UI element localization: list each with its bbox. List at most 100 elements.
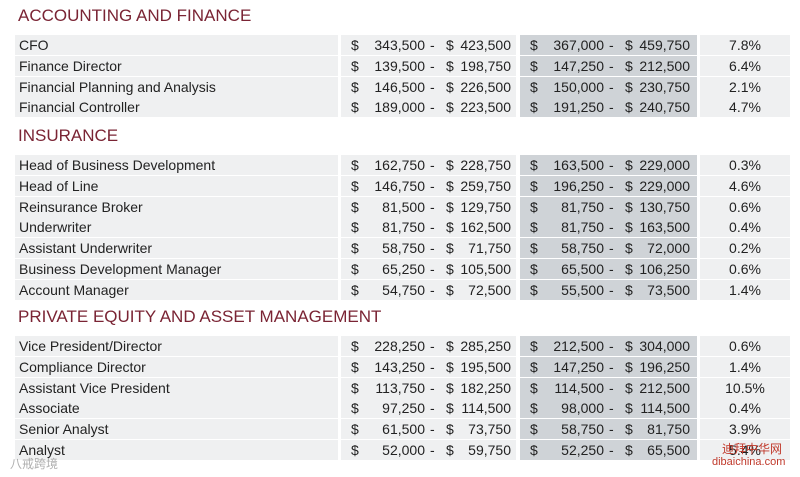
change-cell <box>700 155 790 175</box>
currency: $ <box>351 400 359 417</box>
currency: $ <box>530 198 538 215</box>
separator: - <box>430 157 435 173</box>
range-low: 147,250 <box>553 358 604 375</box>
currency: $ <box>446 421 454 438</box>
currency: $ <box>625 358 633 375</box>
separator: - <box>430 99 435 116</box>
currency: $ <box>446 442 454 458</box>
currency: $ <box>446 281 454 298</box>
watermark: dibaichina.com <box>712 456 786 468</box>
separator: - <box>609 421 614 438</box>
change: 0.6% <box>729 338 761 354</box>
role: Analyst <box>19 442 65 458</box>
range-high: 129,750 <box>460 198 511 215</box>
change-cell <box>700 419 790 440</box>
separator: - <box>430 379 435 396</box>
separator: - <box>430 261 435 277</box>
separator: - <box>430 219 435 236</box>
range-cell <box>520 155 697 175</box>
currency: $ <box>351 177 359 194</box>
range-low: 163,500 <box>553 157 604 173</box>
range-low: 98,000 <box>561 400 604 417</box>
currency: $ <box>530 421 538 438</box>
change-cell <box>700 356 790 377</box>
change: 4.7% <box>729 99 761 116</box>
range-high: 212,500 <box>639 379 690 396</box>
range-high: 229,000 <box>639 177 690 194</box>
range-low: 146,750 <box>374 177 425 194</box>
separator: - <box>430 37 435 53</box>
change-cell <box>700 336 790 356</box>
range-cell <box>341 440 516 460</box>
role: Business Development Manager <box>19 261 222 277</box>
change: 0.6% <box>729 198 761 215</box>
range-cell <box>341 356 516 377</box>
range-cell <box>520 238 697 259</box>
currency: $ <box>446 261 454 277</box>
change-cell <box>700 279 790 300</box>
separator: - <box>609 379 614 396</box>
currency: $ <box>351 198 359 215</box>
watermark: 迪拜中华网 <box>722 442 783 456</box>
role-cell <box>15 356 338 377</box>
currency: $ <box>351 358 359 375</box>
separator: - <box>430 57 435 74</box>
change-cell <box>700 175 790 196</box>
change: 10.5% <box>725 379 765 396</box>
range-cell <box>520 419 697 440</box>
range-low: 162,750 <box>374 157 425 173</box>
change-cell <box>700 440 790 460</box>
currency: $ <box>351 57 359 74</box>
range-cell <box>520 175 697 196</box>
currency: $ <box>446 219 454 236</box>
separator: - <box>609 281 614 298</box>
change-cell <box>700 259 790 279</box>
range-cell <box>341 55 516 76</box>
range-low: 58,750 <box>561 240 604 257</box>
currency: $ <box>446 240 454 257</box>
separator: - <box>609 219 614 236</box>
range-high: 195,500 <box>460 358 511 375</box>
range-high: 423,500 <box>460 37 511 53</box>
range-cell <box>341 238 516 259</box>
range-high: 72,000 <box>647 240 690 257</box>
range-high: 72,500 <box>468 281 511 298</box>
currency: $ <box>351 261 359 277</box>
currency: $ <box>530 219 538 236</box>
range-low: 61,500 <box>382 421 425 438</box>
role: Financial Planning and Analysis <box>19 78 216 95</box>
section-title: INSURANCE <box>18 126 119 145</box>
currency: $ <box>351 379 359 396</box>
currency: $ <box>625 281 633 298</box>
change: 5.4% <box>729 442 761 458</box>
range-low: 143,250 <box>374 358 425 375</box>
currency: $ <box>625 57 633 74</box>
role: CFO <box>19 37 49 53</box>
currency: $ <box>351 157 359 173</box>
range-high: 226,500 <box>460 78 511 95</box>
range-low: 367,000 <box>553 37 604 53</box>
currency: $ <box>446 379 454 396</box>
range-low: 191,250 <box>553 99 604 116</box>
role: Compliance Director <box>19 358 146 375</box>
range-cell <box>341 97 516 118</box>
separator: - <box>609 261 614 277</box>
range-low: 81,500 <box>382 198 425 215</box>
currency: $ <box>625 99 633 116</box>
role-cell <box>15 155 338 175</box>
range-high: 229,000 <box>639 157 690 173</box>
range-low: 196,250 <box>553 177 604 194</box>
range-low: 55,500 <box>561 281 604 298</box>
range-cell <box>341 259 516 279</box>
currency: $ <box>351 338 359 354</box>
role: Reinsurance Broker <box>19 198 143 215</box>
currency: $ <box>530 78 538 95</box>
change-cell <box>700 377 790 398</box>
range-high: 105,500 <box>460 261 511 277</box>
role-cell <box>15 76 338 97</box>
change-cell <box>700 398 790 419</box>
change: 1.4% <box>729 358 761 375</box>
range-low: 81,750 <box>382 219 425 236</box>
currency: $ <box>530 177 538 194</box>
range-cell <box>341 419 516 440</box>
